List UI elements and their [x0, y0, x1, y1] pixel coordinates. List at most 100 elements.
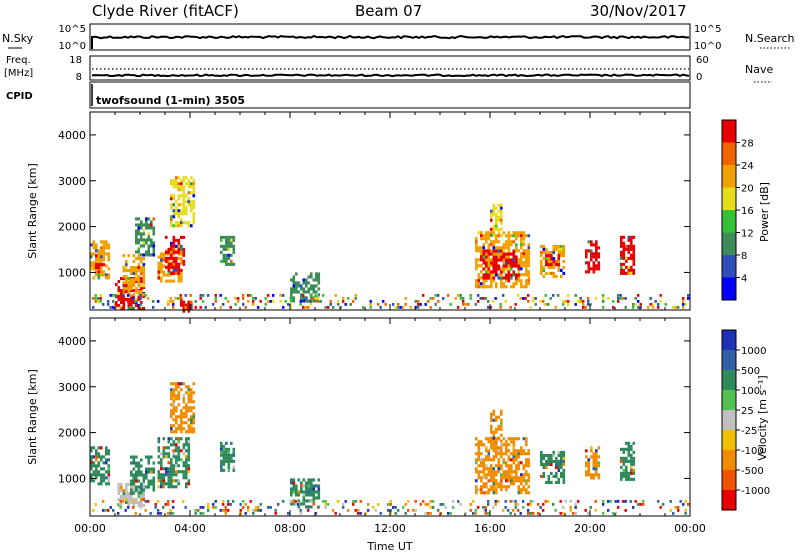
- heatmap-cell: [505, 255, 508, 259]
- heatmap-cell: [515, 237, 518, 241]
- heatmap-cell: [180, 415, 183, 419]
- heatmap-cell: [152, 488, 156, 492]
- heatmap-cell: [177, 273, 181, 277]
- heatmap-cell: [140, 226, 143, 230]
- heatmap-cell: [597, 246, 601, 250]
- heatmap-cell: [180, 256, 183, 260]
- heatmap-cell: [189, 306, 192, 309]
- heatmap-cell: [122, 290, 126, 294]
- heatmap-cell: [180, 270, 183, 274]
- heatmap-cell: [502, 258, 506, 262]
- heatmap-cell: [527, 261, 531, 265]
- heatmap-cell: [125, 278, 128, 282]
- heatmap-cell: [192, 182, 196, 186]
- heatmap-cell: [185, 412, 188, 416]
- heatmap-cell: [367, 503, 370, 506]
- heatmap-cell: [507, 458, 511, 462]
- heatmap-cell: [180, 424, 183, 428]
- heatmap-cell: [587, 300, 590, 303]
- heatmap-cell: [214, 500, 217, 503]
- heatmap-cell: [95, 249, 98, 253]
- heatmap-cell: [317, 287, 321, 291]
- heatmap-cell: [190, 206, 193, 210]
- heatmap-cell: [107, 252, 111, 256]
- heatmap-cell: [157, 270, 161, 274]
- heatmap-cell: [307, 487, 311, 491]
- heatmap-cell: [264, 297, 267, 300]
- heatmap-cell: [290, 299, 293, 303]
- heatmap-cell: [490, 252, 493, 256]
- heatmap-cell: [482, 461, 486, 465]
- heatmap-cell: [140, 482, 143, 486]
- heatmap-cell: [302, 493, 306, 497]
- heatmap-cell: [517, 264, 521, 268]
- heatmap-cell: [142, 281, 146, 285]
- heatmap-cell: [547, 303, 550, 306]
- heatmap-cell: [120, 295, 123, 299]
- heatmap-cell: [305, 499, 308, 503]
- nsky-label: N.Sky: [2, 32, 34, 45]
- heatmap-cell: [227, 453, 231, 457]
- heatmap-cell: [352, 500, 355, 503]
- heatmap-cell: [562, 271, 566, 275]
- heatmap-cell: [172, 279, 176, 283]
- heatmap-cell: [495, 427, 498, 431]
- heatmap-cell: [175, 394, 178, 398]
- heatmap-cell: [125, 263, 128, 267]
- heatmap-cell: [177, 297, 180, 300]
- heatmap-cell: [480, 452, 483, 456]
- heatmap-cell: [620, 477, 623, 481]
- heatmap-cell: [477, 452, 481, 456]
- heatmap-cell: [95, 467, 98, 471]
- heatmap-cell: [547, 259, 551, 263]
- heatmap-cell: [495, 470, 498, 474]
- heatmap-cell: [187, 397, 191, 401]
- heatmap-cell: [475, 479, 478, 483]
- heatmap-cell: [92, 446, 96, 450]
- heatmap-cell: [434, 294, 437, 297]
- heatmap-cell: [90, 264, 93, 268]
- heatmap-cell: [175, 485, 178, 489]
- heatmap-cell: [142, 284, 146, 288]
- freq-tick-top: 18: [69, 55, 82, 66]
- colorbar-tick-label: 1000: [741, 346, 766, 357]
- heatmap-cell: [222, 244, 226, 248]
- heatmap-cell: [487, 285, 491, 289]
- heatmap-cell: [590, 249, 593, 253]
- heatmap-cell: [227, 447, 231, 451]
- heatmap-cell: [555, 474, 558, 478]
- heatmap-cell: [684, 512, 687, 515]
- heatmap-cell: [497, 218, 501, 222]
- heatmap-cell: [485, 491, 488, 495]
- heatmap-cell: [307, 509, 310, 512]
- heatmap-cell: [102, 273, 106, 277]
- heatmap-cell: [515, 455, 518, 459]
- heatmap-cell: [492, 279, 496, 283]
- heatmap-cell: [122, 294, 125, 297]
- heatmap-cell: [125, 266, 128, 270]
- heatmap-cell: [177, 397, 181, 401]
- heatmap-cell: [334, 294, 337, 297]
- heatmap-cell: [172, 241, 176, 245]
- heatmap-cell: [510, 258, 513, 262]
- heatmap-cell: [495, 482, 498, 486]
- heatmap-cell: [102, 270, 106, 274]
- heatmap-cell: [554, 509, 557, 512]
- heatmap-cell: [482, 506, 485, 509]
- heatmap-cell: [592, 261, 596, 265]
- heatmap-cell: [617, 300, 620, 303]
- heatmap-cell: [127, 284, 131, 288]
- heatmap-cell: [495, 267, 498, 271]
- heatmap-cell: [172, 412, 176, 416]
- heatmap-cell: [542, 462, 546, 466]
- heatmap-cell: [312, 290, 316, 294]
- heatmap-cell: [517, 294, 520, 297]
- heatmap-cell: [97, 276, 101, 280]
- heatmap-cell: [154, 506, 157, 509]
- heatmap-cell: [105, 264, 108, 268]
- heatmap-cell: [187, 300, 191, 304]
- heatmap-cell: [525, 479, 528, 483]
- heatmap-cell: [547, 263, 551, 267]
- heatmap-cell: [507, 437, 511, 441]
- heatmap-cell: [477, 464, 481, 468]
